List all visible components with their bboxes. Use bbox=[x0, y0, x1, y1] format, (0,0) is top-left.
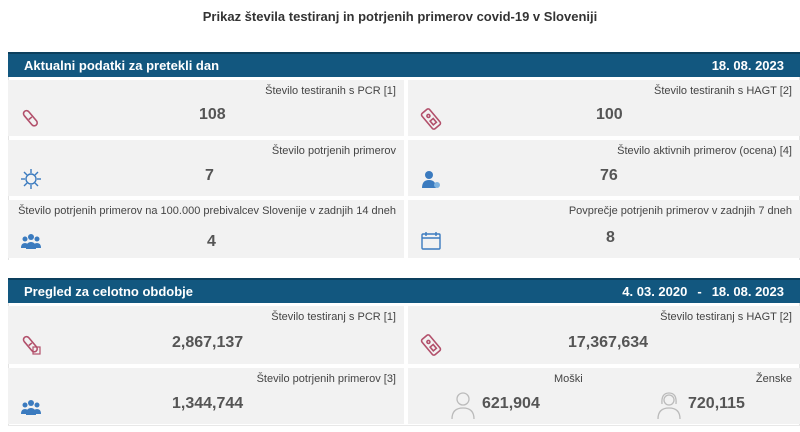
recent-section-title: Aktualni podatki za pretekli dan bbox=[24, 58, 220, 73]
card-label: Število potrjenih primerov bbox=[271, 145, 396, 157]
pcr-test-tube-icon bbox=[22, 335, 41, 355]
card-seven-day-average: Povprečje potrjenih primerov v zadnjih 7… bbox=[408, 200, 800, 258]
card-value: 7 bbox=[205, 167, 214, 184]
card-active-cases: Število aktivnih primerov (ocena) [4] 76 bbox=[408, 140, 800, 196]
card-by-sex: Moški 621,904 Ženske 720,115 bbox=[408, 368, 800, 424]
card-value: 17,367,634 bbox=[568, 334, 649, 351]
date-separator: - bbox=[697, 284, 702, 299]
person-icon bbox=[422, 171, 440, 188]
card-pcr-tested: Število testiranih s PCR [1] 108 bbox=[8, 80, 404, 136]
female-person-icon bbox=[657, 392, 681, 420]
rapid-test-icon bbox=[420, 334, 442, 356]
card-hagt-tested: Število testiranih s HAGT [2] 100 bbox=[408, 80, 800, 136]
card-value: 1,344,744 bbox=[172, 395, 244, 412]
card-total-confirmed: Število potrjenih primerov [3] 1,344,744 bbox=[8, 368, 404, 424]
bottom-divider bbox=[8, 425, 800, 426]
date-from: 4. 03. 2020 bbox=[622, 284, 688, 299]
female-label: Ženske bbox=[755, 373, 792, 385]
card-value: 2,867,137 bbox=[172, 334, 244, 351]
card-value: 4 bbox=[207, 233, 216, 250]
card-label: Število testiranj s HAGT [2] bbox=[660, 311, 792, 323]
card-confirmed-cases: Število potrjenih primerov 7 bbox=[8, 140, 404, 196]
card-value: 8 bbox=[606, 229, 615, 246]
date-to: 18. 08. 2023 bbox=[711, 284, 784, 299]
population-icon bbox=[21, 400, 41, 415]
card-total-pcr: Število testiranj s PCR [1] 2,867,137 bbox=[8, 306, 404, 364]
card-label: Število aktivnih primerov (ocena) [4] bbox=[617, 145, 792, 157]
card-label: Število potrjenih primerov [3] bbox=[256, 373, 396, 385]
virus-icon bbox=[21, 169, 41, 189]
population-icon bbox=[21, 234, 41, 249]
recent-section-header: Aktualni podatki za pretekli dan 18. 08.… bbox=[8, 52, 800, 77]
overall-section-title: Pregled za celotno obdobje bbox=[24, 284, 194, 299]
overall-section-dates: 4. 03. 2020-18. 08. 2023 bbox=[622, 284, 784, 299]
card-label: Število testiranih s HAGT [2] bbox=[654, 85, 792, 97]
card-total-hagt: Število testiranj s HAGT [2] 17,367,634 bbox=[408, 306, 800, 364]
page-title: Prikaz števila testiranj in potrjenih pr… bbox=[202, 9, 598, 24]
card-cases-per-100k: Število potrjenih primerov na 100.000 pr… bbox=[8, 200, 404, 258]
male-label: Moški bbox=[554, 373, 583, 385]
recent-section-date: 18. 08. 2023 bbox=[711, 58, 784, 73]
rapid-test-icon bbox=[420, 108, 442, 130]
card-label: Povprečje potrjenih primerov v zadnjih 7… bbox=[568, 205, 792, 217]
female-value: 720,115 bbox=[688, 395, 745, 412]
card-value: 108 bbox=[199, 106, 226, 123]
male-value: 621,904 bbox=[482, 395, 540, 412]
calendar-icon bbox=[421, 232, 441, 250]
overall-section-header: Pregled za celotno obdobje 4. 03. 2020-1… bbox=[8, 278, 800, 303]
card-label: Število potrjenih primerov na 100.000 pr… bbox=[18, 205, 396, 217]
card-value: 100 bbox=[596, 106, 623, 123]
pcr-test-tube-icon bbox=[22, 109, 39, 127]
card-value: 76 bbox=[600, 167, 618, 184]
male-person-icon bbox=[451, 392, 475, 420]
card-label: Število testiranj s PCR [1] bbox=[271, 311, 396, 323]
card-label: Število testiranih s PCR [1] bbox=[265, 85, 396, 97]
